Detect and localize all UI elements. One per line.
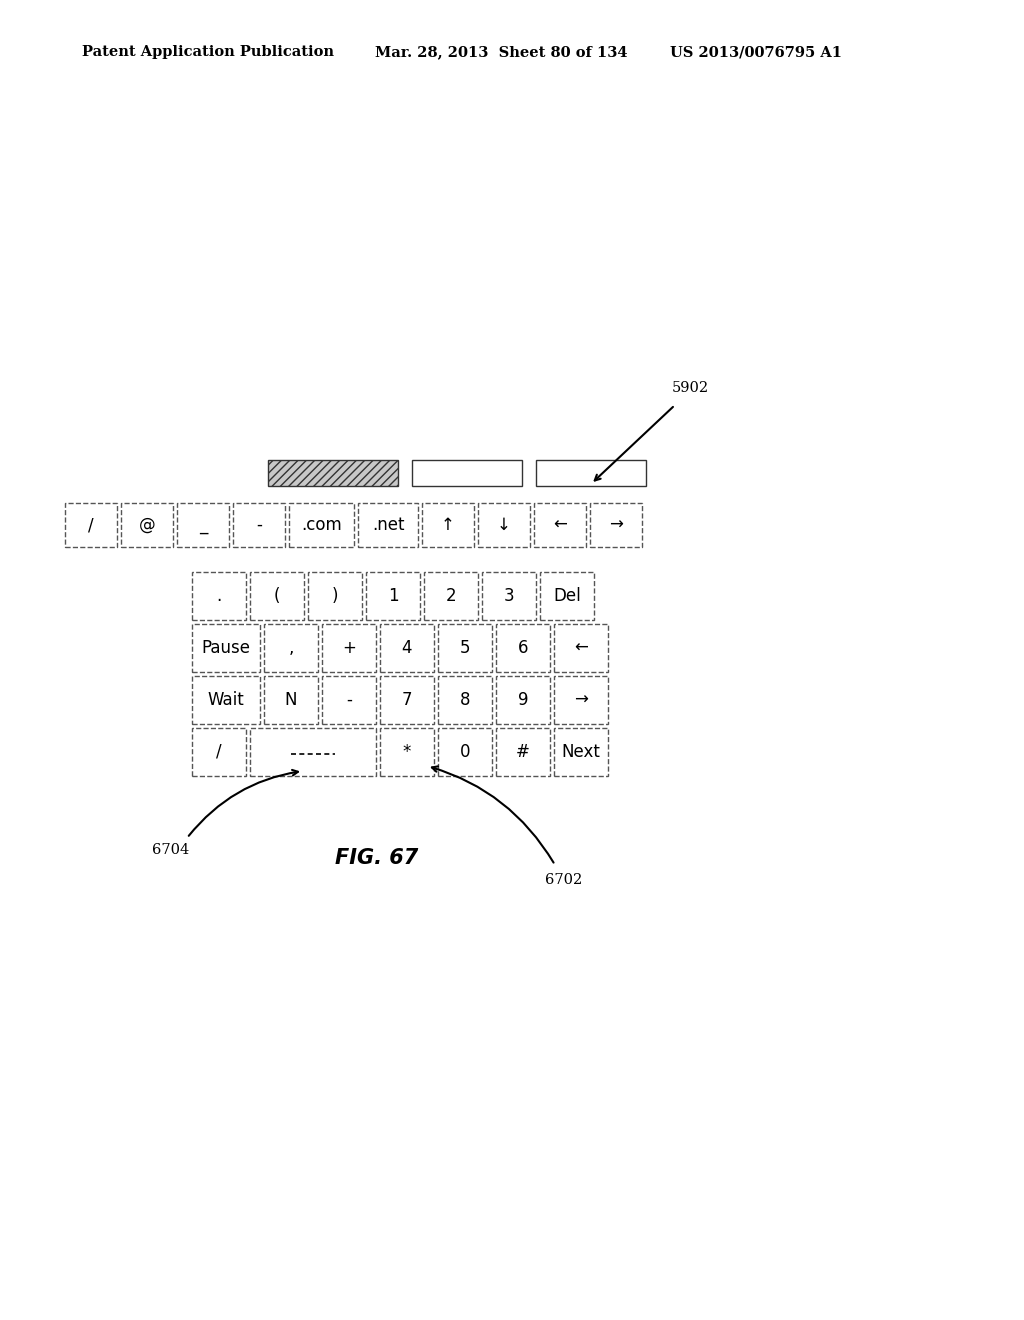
- Text: Wait: Wait: [208, 690, 245, 709]
- Text: _: _: [199, 516, 207, 535]
- Bar: [496, 729, 550, 776]
- Text: Pause: Pause: [202, 639, 251, 657]
- Bar: [380, 676, 434, 723]
- Text: 6704: 6704: [152, 843, 189, 857]
- Bar: [308, 572, 362, 620]
- Text: ↓: ↓: [497, 516, 511, 535]
- Bar: [554, 729, 608, 776]
- Text: +: +: [342, 639, 356, 657]
- Bar: [193, 572, 246, 620]
- Bar: [438, 729, 492, 776]
- Bar: [264, 676, 318, 723]
- Text: ↑: ↑: [441, 516, 455, 535]
- Text: -: -: [256, 516, 262, 535]
- Bar: [233, 503, 285, 546]
- Text: ←: ←: [553, 516, 567, 535]
- Bar: [121, 503, 173, 546]
- Text: 6: 6: [518, 639, 528, 657]
- Bar: [412, 459, 522, 486]
- Bar: [268, 459, 398, 486]
- Bar: [438, 676, 492, 723]
- Text: Patent Application Publication: Patent Application Publication: [82, 45, 334, 59]
- Text: @: @: [138, 516, 156, 535]
- Text: Del: Del: [553, 587, 581, 605]
- Text: →: →: [574, 690, 588, 709]
- Bar: [177, 503, 229, 546]
- Text: 7: 7: [401, 690, 413, 709]
- Bar: [540, 572, 594, 620]
- Text: ,: ,: [289, 639, 294, 657]
- Bar: [358, 503, 418, 546]
- Bar: [366, 572, 420, 620]
- Text: →: →: [609, 516, 623, 535]
- Text: 4: 4: [401, 639, 413, 657]
- Text: Next: Next: [561, 743, 600, 762]
- Bar: [422, 503, 474, 546]
- Bar: [438, 624, 492, 672]
- Bar: [264, 624, 318, 672]
- Bar: [536, 459, 646, 486]
- Text: FIG. 67: FIG. 67: [335, 847, 418, 869]
- Text: 9: 9: [518, 690, 528, 709]
- Bar: [496, 676, 550, 723]
- Bar: [289, 503, 354, 546]
- Text: 5: 5: [460, 639, 470, 657]
- Bar: [478, 503, 530, 546]
- Bar: [380, 624, 434, 672]
- Text: 1: 1: [388, 587, 398, 605]
- Bar: [193, 729, 246, 776]
- Text: ): ): [332, 587, 338, 605]
- Bar: [590, 503, 642, 546]
- Bar: [554, 624, 608, 672]
- Bar: [554, 676, 608, 723]
- Text: 0: 0: [460, 743, 470, 762]
- Bar: [250, 729, 376, 776]
- Bar: [534, 503, 586, 546]
- Bar: [193, 676, 260, 723]
- Text: /: /: [216, 743, 222, 762]
- Bar: [322, 624, 376, 672]
- Bar: [482, 572, 536, 620]
- Text: /: /: [88, 516, 94, 535]
- Text: ←: ←: [574, 639, 588, 657]
- Text: .: .: [216, 587, 221, 605]
- Text: 2: 2: [445, 587, 457, 605]
- Bar: [322, 676, 376, 723]
- Text: .net: .net: [372, 516, 404, 535]
- Text: -: -: [346, 690, 352, 709]
- Text: .com: .com: [301, 516, 342, 535]
- Bar: [193, 624, 260, 672]
- Bar: [380, 729, 434, 776]
- Text: 6702: 6702: [545, 873, 583, 887]
- Text: US 2013/0076795 A1: US 2013/0076795 A1: [670, 45, 842, 59]
- Text: (: (: [273, 587, 281, 605]
- Bar: [496, 624, 550, 672]
- Text: #: #: [516, 743, 530, 762]
- Bar: [424, 572, 478, 620]
- Text: 3: 3: [504, 587, 514, 605]
- Bar: [250, 572, 304, 620]
- Text: N: N: [285, 690, 297, 709]
- Text: 8: 8: [460, 690, 470, 709]
- Text: Mar. 28, 2013  Sheet 80 of 134: Mar. 28, 2013 Sheet 80 of 134: [375, 45, 628, 59]
- Bar: [65, 503, 117, 546]
- Text: 5902: 5902: [672, 381, 710, 395]
- Text: *: *: [402, 743, 412, 762]
